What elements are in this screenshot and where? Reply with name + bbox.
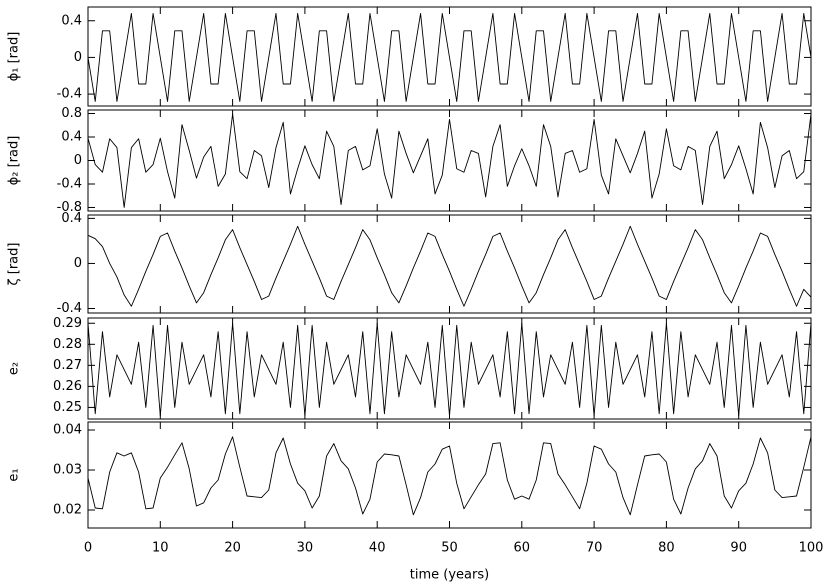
y-axis-label: e₂ xyxy=(7,362,22,375)
y-axis-label: ζ [rad] xyxy=(7,243,22,286)
x-tick-label: 10 xyxy=(152,541,169,556)
x-tick-label: 0 xyxy=(84,541,92,556)
y-axis-label: ϕ₂ [rad] xyxy=(7,136,22,186)
data-line xyxy=(87,225,812,307)
y-axis-label: ϕ₁ [rad] xyxy=(7,32,22,82)
y-tick-label: 0 xyxy=(74,50,82,65)
x-tick-label: 20 xyxy=(224,541,241,556)
panel-frame xyxy=(87,421,812,529)
data-line xyxy=(87,113,812,208)
y-tick-label: 0.4 xyxy=(61,13,82,28)
y-tick-label: 0.04 xyxy=(53,423,82,438)
y-tick-label: 0.29 xyxy=(53,316,82,331)
y-tick-label: -0.4 xyxy=(57,87,82,102)
x-tick-label: 70 xyxy=(586,541,603,556)
x-tick-label: 100 xyxy=(799,541,824,556)
y-tick-label: 0.02 xyxy=(53,503,82,518)
data-line xyxy=(87,322,812,417)
y-tick-label: 0.4 xyxy=(61,130,82,145)
panel-frame xyxy=(87,317,812,420)
y-tick-label: 0.27 xyxy=(53,358,82,373)
panel-frame xyxy=(87,6,812,107)
y-tick-label: 0.03 xyxy=(53,463,82,478)
x-tick-label: 80 xyxy=(658,541,675,556)
x-tick-label: 30 xyxy=(297,541,314,556)
y-tick-label: 0.26 xyxy=(53,379,82,394)
data-line xyxy=(87,436,812,516)
x-tick-label: 50 xyxy=(441,541,458,556)
y-tick-label: 0.8 xyxy=(61,106,82,121)
x-axis-label: time (years) xyxy=(410,568,489,583)
panel-frame xyxy=(87,214,812,314)
y-tick-label: -0.4 xyxy=(57,301,82,316)
y-tick-label: -0.8 xyxy=(57,200,82,215)
y-tick-label: 0 xyxy=(74,153,82,168)
y-tick-label: 0 xyxy=(74,256,82,271)
y-tick-label: 0.25 xyxy=(53,400,82,415)
x-tick-label: 40 xyxy=(369,541,386,556)
y-tick-label: 0.4 xyxy=(61,211,82,226)
panel-frame xyxy=(87,109,812,212)
x-tick-label: 60 xyxy=(514,541,531,556)
y-axis-label: e₁ xyxy=(7,468,22,481)
x-tick-label: 90 xyxy=(730,541,747,556)
y-tick-label: -0.4 xyxy=(57,176,82,191)
data-line xyxy=(87,12,812,102)
y-tick-label: 0.28 xyxy=(53,337,82,352)
